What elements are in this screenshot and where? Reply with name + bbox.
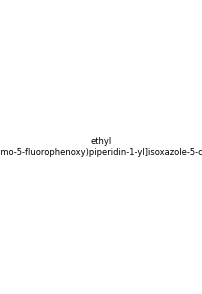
Text: ethyl 3-[4-(2-bromo-5-fluorophenoxy)piperidin-1-yl]isoxazole-5-carboxylate: ethyl 3-[4-(2-bromo-5-fluorophenoxy)pipe… bbox=[0, 137, 202, 157]
